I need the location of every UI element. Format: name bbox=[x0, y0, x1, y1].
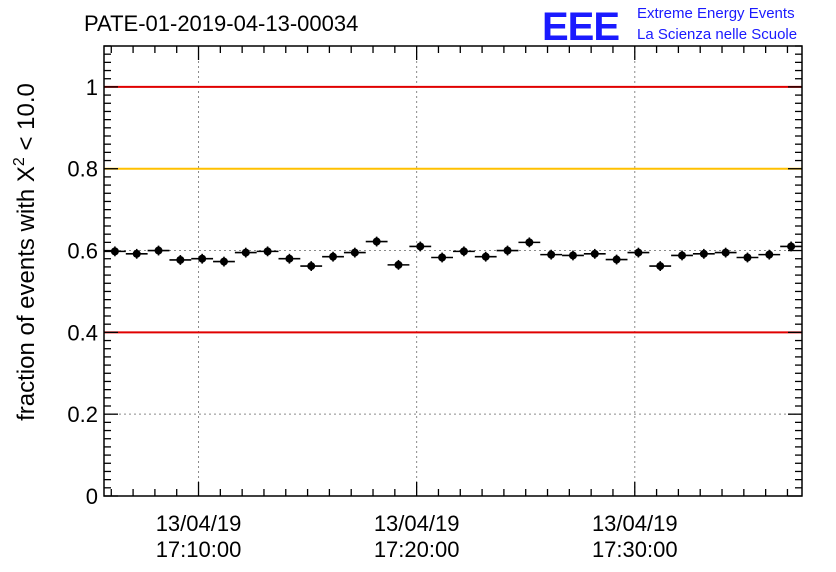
data-points bbox=[104, 236, 802, 271]
x-tick-time: 17:10:00 bbox=[156, 537, 242, 562]
data-marker bbox=[503, 246, 512, 255]
data-point bbox=[562, 250, 584, 261]
y-tick-label: 0 bbox=[86, 484, 98, 509]
data-marker bbox=[612, 255, 621, 264]
y-axis-label: fraction of events with X2 < 10.0 bbox=[11, 83, 40, 421]
y-axis-label-symbol: X bbox=[13, 166, 40, 182]
data-point bbox=[714, 247, 737, 258]
data-point bbox=[780, 241, 802, 252]
data-marker bbox=[743, 253, 752, 262]
data-point bbox=[409, 241, 432, 252]
data-point bbox=[583, 248, 606, 259]
reference-lines bbox=[104, 85, 802, 334]
data-point bbox=[649, 261, 672, 271]
x-tick-date: 13/04/19 bbox=[592, 511, 678, 536]
data-point bbox=[256, 246, 279, 257]
x-tick-labels: 13/04/1917:10:0013/04/1917:20:0013/04/19… bbox=[156, 511, 678, 562]
x-tick-time: 17:30:00 bbox=[592, 537, 678, 562]
y-tick-label: 0.2 bbox=[67, 402, 98, 427]
data-marker bbox=[525, 238, 534, 247]
data-point bbox=[234, 247, 257, 258]
data-point bbox=[300, 261, 323, 271]
data-marker bbox=[634, 248, 643, 257]
logo-line-2: La Scienza nelle Scuole bbox=[637, 26, 797, 43]
data-marker bbox=[481, 252, 490, 261]
data-point bbox=[147, 245, 170, 256]
data-marker bbox=[787, 242, 796, 251]
logo-line-1: Extreme Energy Events bbox=[637, 5, 795, 22]
data-point bbox=[169, 255, 192, 265]
data-marker bbox=[329, 252, 338, 261]
data-point bbox=[213, 256, 235, 267]
data-marker bbox=[154, 246, 163, 255]
data-marker bbox=[285, 254, 294, 263]
data-marker bbox=[372, 237, 381, 246]
y-tick-label: 1 bbox=[86, 75, 98, 100]
data-point bbox=[453, 246, 475, 257]
data-marker bbox=[568, 251, 577, 260]
data-point bbox=[474, 251, 497, 262]
data-marker bbox=[416, 242, 425, 251]
data-point bbox=[322, 251, 344, 262]
x-tick-time: 17:20:00 bbox=[374, 537, 460, 562]
data-marker bbox=[176, 255, 185, 264]
logo-letters: EEE bbox=[542, 5, 619, 49]
data-marker bbox=[699, 249, 708, 258]
data-point bbox=[627, 247, 650, 258]
y-axis-label-suffix: < 10.0 bbox=[13, 83, 40, 157]
y-axis-label-exponent: 2 bbox=[11, 157, 28, 166]
data-marker bbox=[678, 251, 687, 260]
y-tick-labels: 0 0.2 0.4 0.6 0.8 1 bbox=[67, 75, 98, 509]
y-tick-label: 0.8 bbox=[67, 157, 98, 182]
data-point bbox=[518, 237, 541, 248]
data-marker bbox=[394, 260, 403, 269]
data-point bbox=[496, 245, 519, 256]
data-marker bbox=[198, 254, 207, 263]
data-marker bbox=[132, 249, 141, 258]
axes bbox=[103, 45, 803, 497]
x-tick-date: 13/04/19 bbox=[374, 511, 460, 536]
data-point bbox=[431, 252, 453, 263]
data-point bbox=[605, 254, 628, 265]
data-point bbox=[125, 248, 148, 259]
data-marker bbox=[263, 247, 272, 256]
eee-logo: EEE Extreme Energy Events La Scienza nel… bbox=[542, 5, 797, 49]
grid bbox=[104, 46, 802, 496]
data-point bbox=[191, 253, 214, 264]
data-marker bbox=[219, 257, 228, 266]
data-point bbox=[671, 250, 693, 261]
data-point bbox=[758, 249, 781, 260]
y-tick-label: 0.6 bbox=[67, 239, 98, 264]
data-marker bbox=[590, 249, 599, 258]
data-marker bbox=[241, 248, 250, 257]
data-marker bbox=[438, 253, 447, 262]
data-marker bbox=[656, 262, 665, 271]
data-point bbox=[736, 252, 759, 263]
y-tick-label: 0.4 bbox=[67, 320, 98, 345]
data-marker bbox=[459, 247, 468, 256]
data-point bbox=[387, 259, 410, 270]
data-point bbox=[104, 246, 126, 257]
data-marker bbox=[350, 248, 359, 257]
data-marker bbox=[765, 250, 774, 259]
data-point bbox=[540, 249, 563, 260]
data-marker bbox=[547, 250, 556, 259]
plot-frame bbox=[103, 45, 803, 497]
chart-title: PATE-01-2019-04-13-00034 bbox=[84, 11, 358, 36]
data-marker bbox=[307, 262, 316, 271]
data-point bbox=[278, 253, 301, 264]
y-axis-label-prefix: fraction of events with bbox=[13, 182, 40, 421]
data-marker bbox=[110, 247, 119, 256]
data-point bbox=[692, 248, 715, 259]
data-marker bbox=[721, 248, 730, 257]
data-point bbox=[343, 247, 366, 258]
data-point bbox=[365, 236, 388, 247]
x-tick-date: 13/04/19 bbox=[156, 511, 242, 536]
